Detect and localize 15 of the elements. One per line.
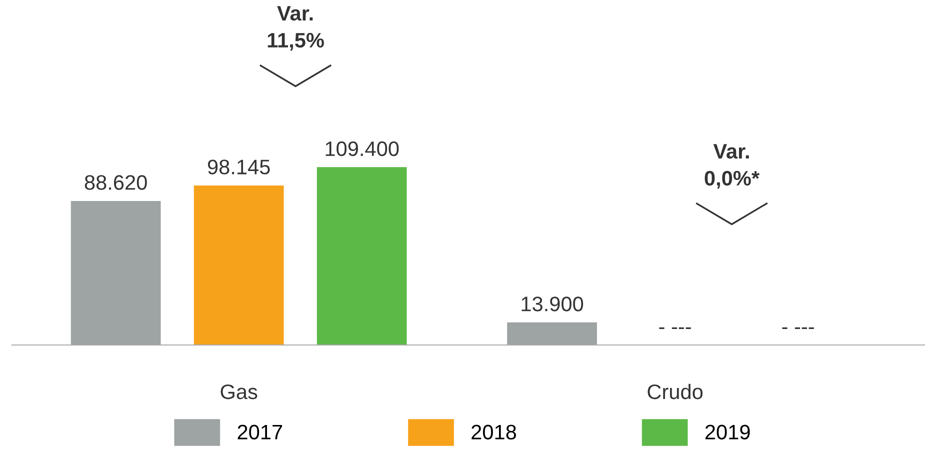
text: - --- [659,327,691,330]
x-tick-label: Gas [220,384,258,400]
text: Var. 11,5% [268,6,324,51]
annotation: Var. 0,0%* [704,144,760,189]
x-tick-label: Crudo [648,384,703,400]
bar [194,185,284,345]
data-label: 88.620 [84,175,147,190]
data-label: 98.145 [208,160,270,174]
data-label: 13.900 [522,296,584,312]
legend-label: 2018 [472,424,516,440]
legend-label: 2017 [238,424,282,440]
data-label: 109.400 [326,141,399,156]
legend-label: 2019 [705,424,750,440]
bar [316,167,407,345]
text: - --- [782,327,814,330]
